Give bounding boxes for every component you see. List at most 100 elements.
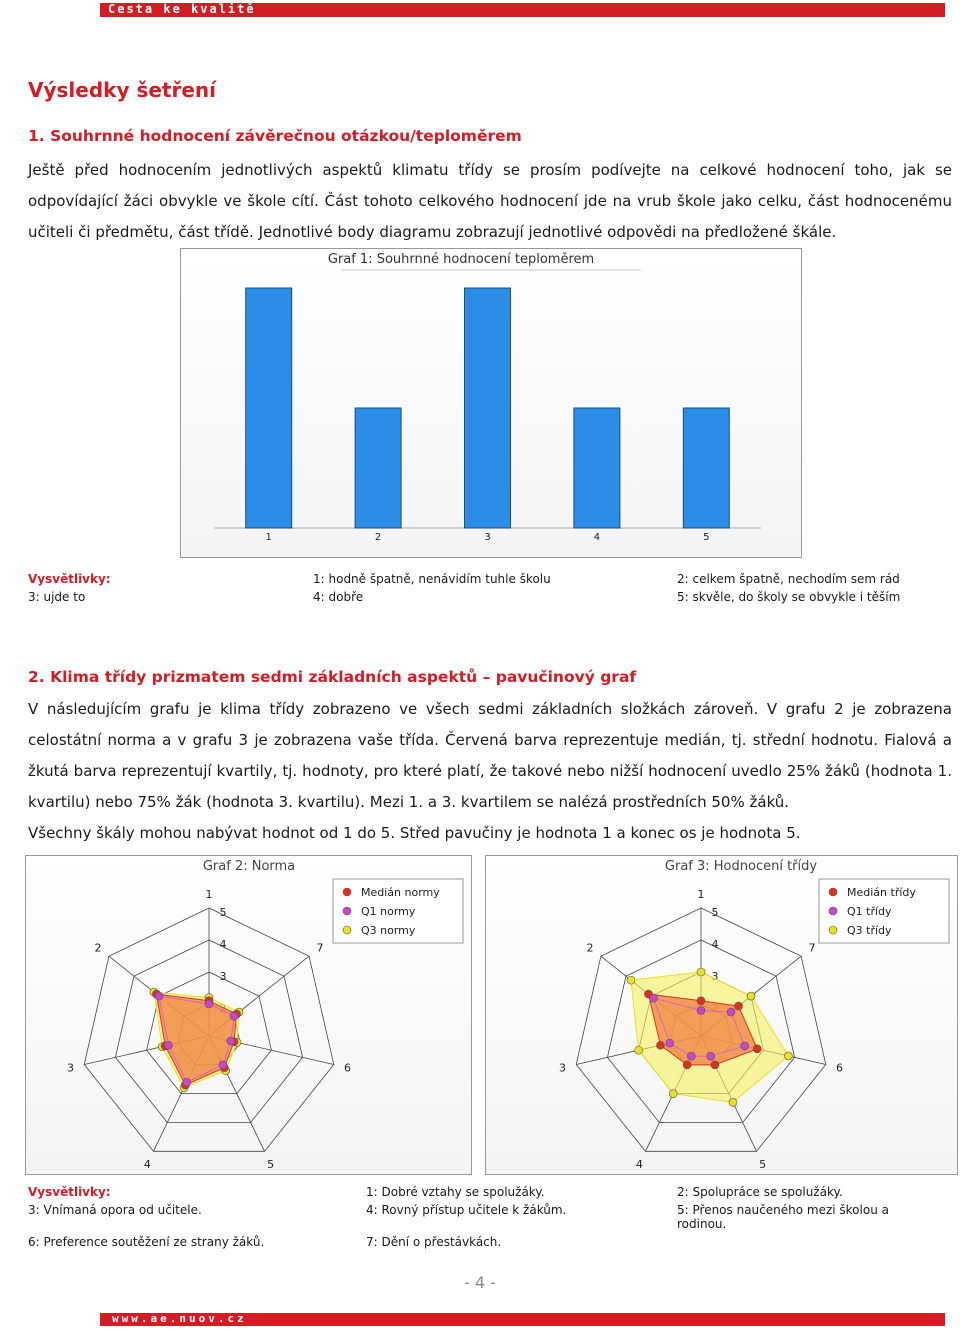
series-point — [229, 1011, 239, 1021]
legend-item: 4: Rovný přístup učitele k žákům. — [366, 1203, 567, 1217]
legend-entry: Q3 třídy — [847, 924, 892, 937]
legend-item: 7: Dění o přestávkách. — [366, 1235, 502, 1249]
legend-item: 3: ujde to — [28, 590, 86, 604]
legend-item: 2: Spolupráce se spolužáky. — [677, 1185, 843, 1199]
bar-chart: Graf 1: Souhrnné hodnocení teploměrem 1 2 3… — [180, 248, 802, 558]
series-point — [710, 1060, 720, 1070]
axis-label: 7 — [317, 941, 324, 954]
axis-label: 3 — [67, 1062, 74, 1075]
axis-label: 1 — [206, 888, 213, 901]
legend-item: 1: hodně špatně, nenávidím tuhle školu — [313, 572, 551, 586]
axis-label: 6 — [836, 1062, 843, 1075]
series-point — [696, 967, 706, 977]
series-point — [656, 1040, 665, 1050]
legend: Vysvětlivky: 1: hodně špatně, nenávidím t… — [28, 572, 928, 604]
legend-entry: Medián třídy — [847, 886, 916, 899]
series-point — [784, 1051, 793, 1061]
x-tick-label: 1 — [266, 532, 272, 543]
r-tick-label: 3 — [712, 970, 719, 983]
series-point — [728, 1098, 738, 1107]
legend-entry: Q1 normy — [361, 905, 416, 918]
page-title: Výsledky šetření — [28, 78, 217, 102]
legend-item: 6: Preference soutěžení ze strany žáků. — [28, 1235, 265, 1249]
series-point — [686, 1051, 696, 1061]
legend-entry: Medián normy — [361, 886, 440, 899]
chart-title: Graf 1: Souhrnné hodnocení teploměrem — [328, 252, 594, 267]
legend-swatch — [342, 925, 352, 935]
footer-url: www.ae.nuov.cz — [112, 1312, 247, 1325]
footer-bar — [100, 1313, 945, 1326]
bar — [573, 407, 621, 529]
series-point — [218, 1060, 228, 1070]
series-point — [740, 1041, 749, 1051]
grid-ring — [575, 907, 827, 1152]
series-point — [665, 1038, 675, 1048]
legend-box — [818, 878, 950, 944]
series-point — [649, 993, 658, 1003]
legend-label: Vysvětlivky: — [28, 1185, 111, 1199]
legend-swatch — [342, 887, 352, 897]
series-point — [164, 1040, 173, 1050]
series-point — [706, 1051, 716, 1061]
bar — [682, 407, 730, 529]
legend-swatch — [828, 906, 838, 916]
axis-label: 1 — [698, 888, 705, 901]
axis-label: 4 — [636, 1158, 643, 1171]
legend-item: 1: Dobré vztahy se spolužáky. — [366, 1185, 545, 1199]
legend-item: 2: celkem špatně, nechodím sem rád — [677, 572, 900, 586]
r-tick-label: 3 — [220, 970, 227, 983]
paragraph: Všechny škály mohou nabývat hodnot od 1 … — [28, 824, 801, 842]
legend-item: 4: dobře — [313, 590, 364, 604]
legend-entry: Q3 normy — [361, 924, 416, 937]
axis-label: 7 — [809, 941, 816, 954]
r-tick-label: 4 — [220, 938, 227, 951]
legend-item: 5: Přenos naučeného mezi školou a rodino… — [677, 1203, 889, 1231]
axis-label: 5 — [759, 1158, 766, 1171]
grid-ring — [83, 907, 335, 1152]
x-tick-label: 5 — [703, 532, 709, 543]
axis-label: 3 — [559, 1062, 566, 1075]
brand: Cesta ke kvalitě — [108, 2, 256, 16]
legend-box — [332, 878, 464, 944]
legend-entry: Q1 třídy — [847, 905, 892, 918]
series-point — [668, 1089, 678, 1098]
axis-label: 4 — [144, 1158, 151, 1171]
axis-label: 2 — [586, 941, 593, 954]
legend-swatch — [828, 925, 838, 935]
paragraph: Ještě před hodnocením jednotlivých aspek… — [28, 161, 952, 241]
header-bar — [100, 3, 945, 17]
series-point — [734, 1001, 743, 1011]
x-tick-label: 3 — [484, 532, 490, 543]
legend-swatch — [828, 887, 838, 897]
r-tick-label: 4 — [712, 938, 719, 951]
series-point — [154, 991, 164, 1001]
r-tick-label: 5 — [220, 906, 227, 919]
series-point — [182, 1077, 192, 1087]
x-tick-label: 2 — [375, 532, 381, 543]
series-point — [682, 1060, 692, 1070]
series-point — [626, 975, 636, 985]
series-point — [696, 996, 706, 1006]
legend-label: Vysvětlivky: — [28, 572, 111, 586]
series-point — [204, 999, 214, 1009]
chart-title: Graf 2: Norma — [203, 859, 295, 874]
axis-label: 5 — [267, 1158, 274, 1171]
bar — [464, 287, 511, 529]
section-heading: 1. Souhrnné hodnocení závěrečnou otázkou… — [28, 127, 522, 145]
axis-label: 6 — [344, 1062, 351, 1075]
legend: Vysvětlivky: 1: Dobré vztahy se spolužáky… — [28, 1185, 928, 1249]
series-point — [726, 1007, 736, 1017]
axis-label: 2 — [94, 941, 101, 954]
series-point — [634, 1045, 643, 1055]
legend-item: 3: Vnímaná opora od učitele. — [28, 1203, 202, 1217]
legend-swatch — [342, 906, 352, 916]
series-point — [226, 1036, 236, 1046]
grid-ring — [606, 939, 796, 1123]
series-point — [752, 1044, 762, 1054]
paragraph: V následujícím grafu je klima třídy zobr… — [28, 700, 952, 811]
page-number: - 4 - — [464, 1273, 496, 1292]
r-tick-label: 5 — [712, 906, 719, 919]
radar-chart: Graf 3: Hodnocení třídy23451234567Medián… — [485, 855, 958, 1175]
